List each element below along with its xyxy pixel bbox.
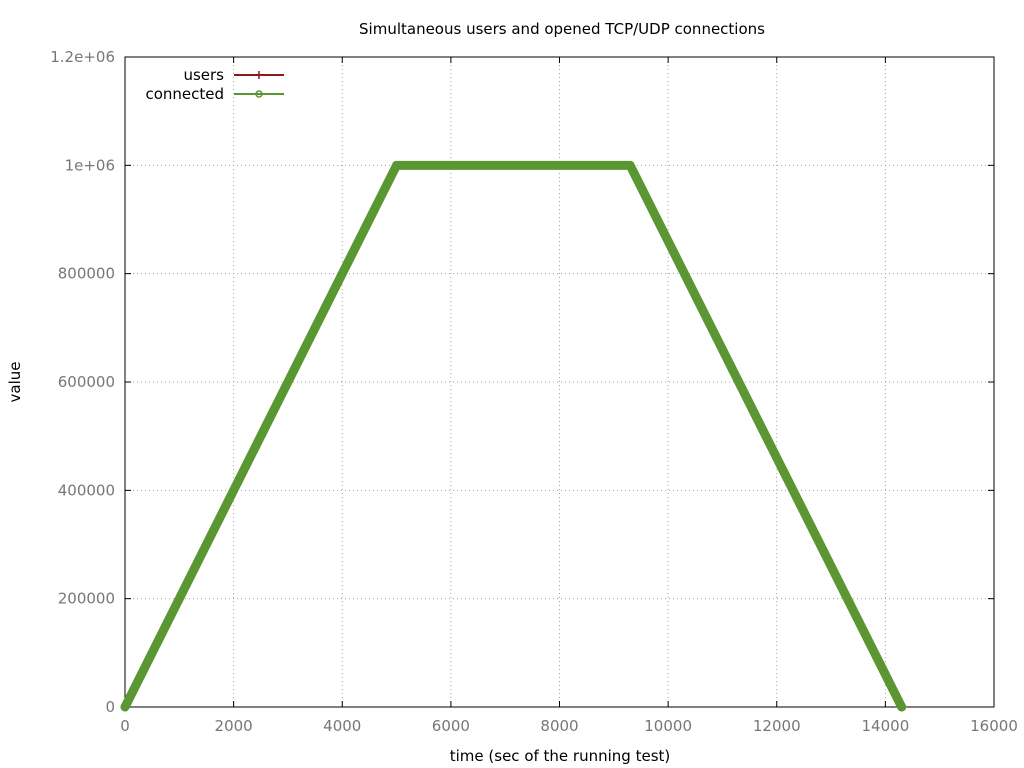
y-tick-label: 800000 <box>58 265 115 283</box>
plot-series <box>120 160 907 712</box>
y-tick-label: 200000 <box>58 590 115 608</box>
series-line-users <box>123 163 904 709</box>
data-point-connected <box>120 702 130 712</box>
y-tick-label: 1e+06 <box>65 156 115 174</box>
legend-label-users: users <box>183 66 224 84</box>
legend-label-connected: connected <box>145 85 224 103</box>
y-axis-label: value <box>6 362 24 403</box>
data-point-connected <box>392 160 402 170</box>
chart-title: Simultaneous users and opened TCP/UDP co… <box>359 20 765 38</box>
y-tick-label: 0 <box>105 698 115 716</box>
x-axis-label: time (sec of the running test) <box>450 747 671 765</box>
x-tick-label: 6000 <box>432 717 470 735</box>
x-tick-label: 0 <box>120 717 130 735</box>
legend-marker-users <box>255 71 263 79</box>
data-point-connected <box>897 702 907 712</box>
legend-marker-connected <box>255 90 263 98</box>
x-tick-label: 14000 <box>862 717 910 735</box>
y-tick-label: 400000 <box>58 481 115 499</box>
series-line-connected <box>120 160 907 712</box>
data-point-connected <box>625 160 635 170</box>
x-tick-label: 12000 <box>753 717 801 735</box>
x-tick-label: 4000 <box>323 717 361 735</box>
grid <box>125 57 994 707</box>
y-tick-label: 1.2e+06 <box>50 48 115 66</box>
y-tick-label: 600000 <box>58 373 115 391</box>
x-tick-label: 16000 <box>970 717 1018 735</box>
x-tick-label: 2000 <box>215 717 253 735</box>
x-tick-label: 10000 <box>644 717 692 735</box>
x-tick-label: 8000 <box>540 717 578 735</box>
axis-ticks: 0 2000 4000 6000 8000 10000 12000 14000 16000 0 20… <box>50 48 1018 735</box>
